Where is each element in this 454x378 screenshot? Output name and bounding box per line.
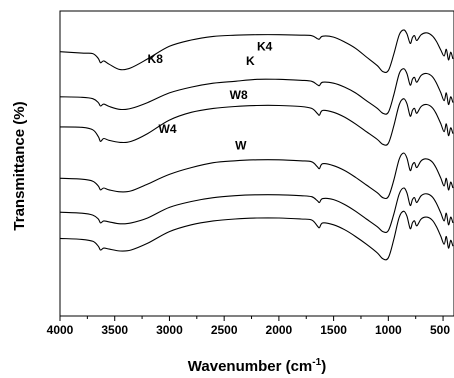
series-label-w8: W8 [230,88,248,102]
series-line-w [59,210,454,261]
y-axis-title: Transmittance (%) [11,101,28,230]
x-axis-title-suffix: ) [321,358,326,375]
plot-frame [59,10,454,317]
x-axis-title-superscript: -1 [312,357,321,368]
x-tick-label: 2000 [266,323,293,337]
series-line-w4 [59,187,454,234]
series-line-k8 [59,29,454,74]
series-label-k8: K8 [148,52,164,66]
series-group [59,29,454,261]
x-axis-title: Wavenumber (cm-1) [188,357,326,375]
series-line-k [59,98,454,146]
series-label-k4: K4 [257,39,273,53]
x-tick-label: 1000 [375,323,402,337]
x-axis-title-main: Wavenumber (cm [188,358,312,375]
series-line-w8 [59,152,454,200]
series-label-w4: W4 [159,122,177,136]
series-label-k: K [246,54,255,68]
x-axis-ticks: 4000 3500 3000 2500 2000 1500 1000 500 [47,316,450,337]
series-line-k4 [59,68,454,115]
x-tick-label: 3000 [156,323,183,337]
x-tick-label: 4000 [47,323,74,337]
x-tick-label: 1500 [320,323,347,337]
x-tick-label: 2500 [211,323,238,337]
series-label-w: W [235,138,247,152]
series-labels: K8 K4K W8 W4 W [148,39,273,152]
x-tick-label: 500 [430,323,450,337]
x-tick-label: 3500 [101,323,128,337]
